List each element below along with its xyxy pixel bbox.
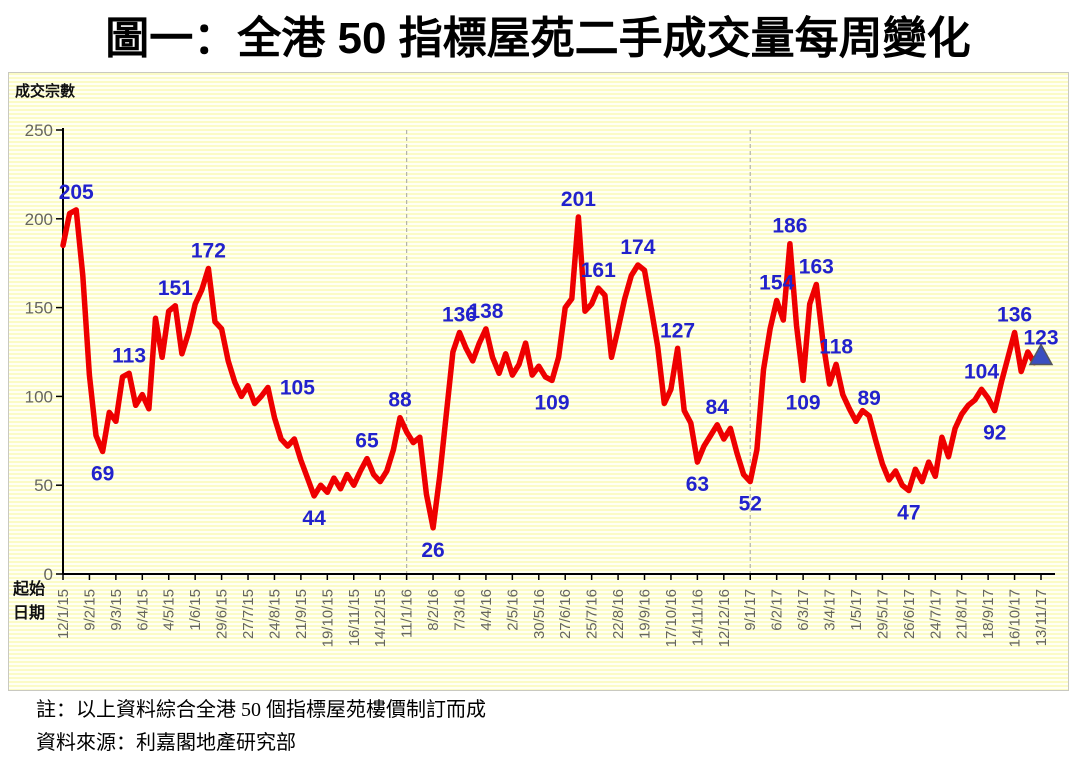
y-tick-label: 250 xyxy=(25,121,53,140)
y-tick-label: 50 xyxy=(34,476,53,495)
x-tick-label: 9/1/17 xyxy=(742,589,759,631)
point-label: 89 xyxy=(858,387,881,410)
x-tick-label: 26/6/17 xyxy=(901,589,918,639)
point-label: 127 xyxy=(660,319,695,342)
x-tick-label: 1/6/15 xyxy=(187,589,204,631)
point-label: 186 xyxy=(772,215,807,238)
point-label: 163 xyxy=(799,256,834,279)
point-label: 52 xyxy=(739,493,762,516)
y-axis-title: 成交宗數 xyxy=(15,83,76,100)
x-tick-label: 12/1/15 xyxy=(55,589,72,639)
x-tick-label: 12/12/16 xyxy=(716,589,733,647)
point-label: 63 xyxy=(686,473,709,496)
point-label: 26 xyxy=(421,539,444,562)
x-tick-label: 27/6/16 xyxy=(557,589,574,639)
point-label: 151 xyxy=(158,277,193,300)
y-tick-label: 100 xyxy=(25,387,53,406)
x-tick-label: 6/3/17 xyxy=(795,589,812,631)
x-tick-label: 19/10/15 xyxy=(319,589,336,647)
x-tick-label: 14/11/16 xyxy=(689,589,706,646)
point-label: 88 xyxy=(388,389,412,412)
x-tick-label: 21/8/17 xyxy=(954,589,971,639)
point-label: 47 xyxy=(897,502,920,525)
y-tick-label: 200 xyxy=(25,210,53,229)
x-tick-label: 21/9/15 xyxy=(293,589,310,639)
x-tick-label: 13/11/17 xyxy=(1033,589,1050,646)
point-label: 201 xyxy=(561,188,596,211)
point-label: 174 xyxy=(620,236,655,259)
point-label: 136 xyxy=(997,303,1032,326)
point-label: 109 xyxy=(786,391,821,414)
x-tick-label: 19/9/16 xyxy=(637,589,654,639)
x-tick-label: 29/5/17 xyxy=(874,589,891,639)
footnotes: 註：以上資料綜合全港 50 個指標屋苑樓價制訂而成 資料來源：利嘉閣地產研究部 xyxy=(36,694,486,760)
x-tick-label: 4/4/16 xyxy=(478,589,495,631)
point-label: 161 xyxy=(581,259,616,282)
chart-title: 圖一：全港 50 指標屋苑二手成交量每周變化 xyxy=(105,14,971,63)
x-tick-label: 9/3/15 xyxy=(108,589,125,631)
point-label: 44 xyxy=(302,507,326,530)
x-tick-label: 8/2/16 xyxy=(425,589,442,631)
x-tick-label: 11/1/16 xyxy=(399,589,416,638)
x-tick-label: 2/5/16 xyxy=(504,589,521,631)
point-label: 154 xyxy=(759,271,794,294)
x-tick-label: 9/2/15 xyxy=(81,589,98,631)
latest-point-marker xyxy=(1028,342,1054,366)
point-label: 205 xyxy=(59,181,94,204)
x-tick-label: 27/7/15 xyxy=(240,589,257,639)
x-tick-label: 22/8/16 xyxy=(610,589,627,639)
chart-area: 成交宗數 0 50 100 150 200 250 12/1/15 9/2/15 9/3/15 6… xyxy=(8,72,1069,691)
y-tick-label: 0 xyxy=(44,565,53,584)
x-tick-label: 30/5/16 xyxy=(531,589,548,639)
point-label: 138 xyxy=(468,300,503,323)
x-tick-label: 16/11/15 xyxy=(346,589,363,646)
x-axis-title: 起始 日期 xyxy=(13,578,45,626)
point-label: 136 xyxy=(442,303,477,326)
x-tick-label: 4/5/15 xyxy=(161,589,178,631)
x-tick-label: 16/10/17 xyxy=(1007,589,1024,647)
point-label: 65 xyxy=(355,430,379,453)
line-chart-canvas: 0 50 100 150 200 250 12/1/15 9/2/15 9/3/15 6/4/15… xyxy=(25,121,1059,647)
footnote-source: 資料來源：利嘉閣地產研究部 xyxy=(36,732,296,754)
x-tick-label: 3/4/17 xyxy=(822,589,839,631)
x-tick-label: 17/10/16 xyxy=(663,589,680,647)
point-label: 92 xyxy=(983,422,1006,445)
x-tick-label: 7/3/16 xyxy=(451,589,468,631)
point-label: 172 xyxy=(191,240,226,263)
y-tick-label: 150 xyxy=(25,299,53,318)
x-axis-title-line2: 日期 xyxy=(13,605,46,622)
point-label: 104 xyxy=(964,360,999,383)
x-tick-label: 6/2/17 xyxy=(769,589,786,631)
point-label: 105 xyxy=(280,377,315,400)
x-tick-label: 29/6/15 xyxy=(214,589,231,639)
footnote-compilation: 註：以上資料綜合全港 50 個指標屋苑樓價制訂而成 xyxy=(36,699,486,721)
x-tick-label: 24/8/15 xyxy=(266,589,283,639)
x-tick-label: 25/7/16 xyxy=(584,589,601,639)
point-label: 118 xyxy=(819,335,853,358)
point-label: 84 xyxy=(706,396,730,419)
series-line xyxy=(60,207,1044,531)
x-tick-label: 18/9/17 xyxy=(980,589,997,639)
point-label: 113 xyxy=(112,344,146,367)
x-tick-label: 6/4/15 xyxy=(134,589,151,631)
point-label: 109 xyxy=(534,391,569,414)
x-axis-title-line1: 起始 xyxy=(13,581,46,598)
point-label: 123 xyxy=(1023,327,1058,350)
x-tick-label: 14/12/15 xyxy=(372,589,389,647)
x-tick-label: 24/7/17 xyxy=(927,589,944,639)
x-tick-label: 1/5/17 xyxy=(848,589,865,631)
point-label: 69 xyxy=(91,462,114,485)
